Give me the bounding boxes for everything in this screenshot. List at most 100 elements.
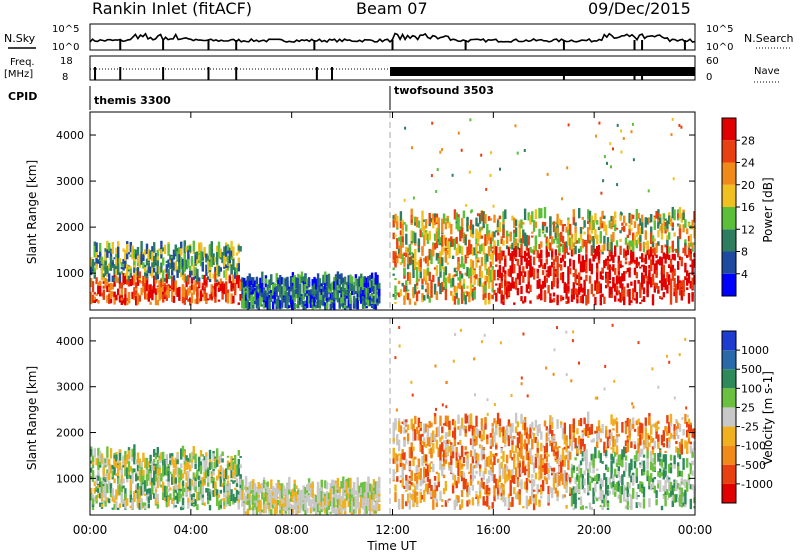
heatmap-cell (219, 248, 222, 258)
heatmap-cell (441, 281, 444, 292)
heatmap-cell (668, 232, 671, 240)
heatmap-cell (111, 283, 114, 290)
heatmap-cell (605, 284, 608, 289)
heatmap-cell (486, 434, 489, 442)
heatmap-cell (338, 504, 341, 515)
heatmap-cell (201, 502, 204, 505)
heatmap-cell (603, 215, 606, 220)
heatmap-cell (167, 488, 170, 493)
heatmap-cell (241, 501, 244, 507)
heatmap-cell (313, 495, 316, 500)
heatmap-cell (451, 238, 455, 247)
heatmap-cell (471, 497, 475, 506)
heatmap-cell (343, 301, 347, 304)
heatmap-cell (334, 510, 338, 515)
heatmap-cell (365, 496, 368, 506)
heatmap-cell (196, 268, 199, 278)
heatmap-cell (680, 213, 683, 223)
heatmap-cell (318, 504, 322, 511)
heatmap-cell (630, 300, 633, 303)
heatmap-cell (347, 299, 350, 307)
heatmap-cell (547, 266, 550, 278)
colorbar-tick-label: 28 (741, 134, 755, 147)
heatmap-cell (525, 252, 529, 256)
heatmap-cell (489, 458, 493, 465)
heatmap-cell (417, 220, 421, 228)
heatmap-cell (401, 478, 404, 488)
heatmap-cell (230, 240, 233, 251)
heatmap-cell (180, 258, 183, 270)
heatmap-cell (392, 429, 395, 438)
heatmap-cell (693, 258, 696, 268)
heatmap-cell (437, 223, 440, 233)
heatmap-cell (541, 264, 545, 270)
heatmap-cell (286, 488, 289, 491)
heatmap-cell (109, 250, 113, 253)
heatmap-cell (392, 469, 395, 480)
heatmap-cell (156, 300, 159, 306)
heatmap-cell (403, 252, 406, 256)
heatmap-cell (97, 458, 100, 471)
heatmap-cell (453, 274, 457, 277)
heatmap-cell (403, 419, 406, 426)
heatmap-cell (444, 457, 448, 460)
heatmap-cell (239, 456, 242, 458)
heatmap-cell (426, 427, 430, 438)
heatmap-cell (153, 463, 156, 468)
heatmap-cell (419, 258, 422, 269)
radar-title: Rankin Inlet (fitACF) (92, 0, 252, 18)
heatmap-cell (370, 505, 374, 510)
heatmap-cell (169, 460, 172, 465)
heatmap-cell (338, 283, 341, 287)
heatmap-cell (545, 246, 548, 258)
heatmap-cell (336, 297, 340, 303)
heatmap-cell (637, 262, 640, 265)
heatmap-cell (500, 486, 503, 499)
heatmap-cell (241, 277, 244, 283)
heatmap-cell (307, 496, 311, 506)
heatmap-cell (201, 275, 204, 279)
heatmap-cell (516, 437, 520, 449)
heatmap-cell (367, 477, 370, 488)
heatmap-cell (597, 252, 601, 260)
heatmap-cell (217, 500, 221, 511)
heatmap-cell (97, 300, 100, 304)
heatmap-cell (226, 486, 230, 491)
heatmap-cell (532, 250, 536, 255)
heatmap-cell (659, 295, 662, 299)
heatmap-cell (505, 245, 509, 250)
heatmap-cell (491, 435, 494, 447)
heatmap-cell (606, 282, 610, 287)
heatmap-cell (106, 473, 109, 482)
heatmap-cell (511, 436, 514, 441)
heatmap-cell (518, 462, 521, 468)
heatmap-cell (214, 462, 217, 469)
heatmap-cell (250, 501, 253, 506)
colorbar-segment (722, 251, 736, 274)
heatmap-cell (514, 219, 518, 227)
heatmap-cell (536, 439, 539, 443)
heatmap-cell (543, 234, 547, 238)
heatmap-cell (167, 478, 170, 487)
heatmap-cell (410, 255, 413, 265)
heatmap-cell (120, 262, 123, 267)
heatmap-cell (221, 498, 224, 501)
heatmap-cell (217, 456, 221, 464)
heatmap-cell (605, 224, 608, 236)
heatmap-cell (158, 455, 161, 459)
heatmap-cell (655, 242, 658, 254)
heatmap-cell (196, 469, 199, 480)
heatmap-cell (262, 480, 266, 489)
heatmap-cell (538, 207, 541, 219)
heatmap-cell (136, 490, 140, 499)
heatmap-cell (100, 273, 104, 278)
heatmap-cell (257, 287, 260, 293)
heatmap-cell (293, 277, 296, 290)
heatmap-cell (144, 289, 147, 300)
heatmap-cell (404, 126, 407, 130)
heatmap-cell (648, 272, 651, 285)
heatmap-cell (311, 495, 314, 499)
heatmap-cell (475, 470, 478, 475)
heatmap-cell (126, 279, 129, 285)
heatmap-cell (531, 231, 534, 234)
